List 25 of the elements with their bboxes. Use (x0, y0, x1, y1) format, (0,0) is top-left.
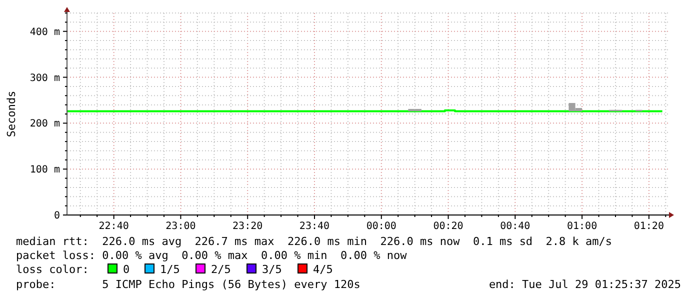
legend-label: 1/5 (160, 263, 180, 276)
x-tick-label: 00:20 (433, 221, 464, 232)
legend-label: 3/5 (262, 263, 282, 276)
text: end: Tue Jul 29 01:25:37 2025 (488, 278, 681, 291)
x-tick-label: 00:40 (500, 221, 530, 232)
x-tick-label: 23:20 (232, 221, 263, 232)
y-tick-label: 200 m (30, 118, 60, 130)
y-axis-title: Seconds (5, 90, 18, 138)
x-tick-label: 01:20 (634, 221, 664, 232)
text: packet loss: 0.00 % avg 0.00 % max 0.00 % min 0.00 % now (16, 249, 408, 262)
x-tick-label: 22:40 (98, 221, 129, 232)
legend-title: loss color: (16, 263, 89, 276)
y-tick-label: 300 m (30, 72, 60, 84)
x-tick-label: 23:40 (299, 221, 330, 232)
legend-label: 2/5 (211, 263, 231, 276)
y-tick-label: 0 (54, 210, 60, 222)
y-tick-label: 100 m (30, 164, 60, 176)
text: median rtt: 226.0 ms avg 226.7 ms max 226.0 ms min 226.0 ms now 0.1 ms sd 2.8 k am/s (16, 235, 612, 248)
x-tick-label: 01:00 (566, 221, 598, 232)
y-tick-label: 400 m (30, 26, 60, 38)
legend-label: 4/5 (313, 263, 333, 276)
text: probe: 5 ICMP Echo Pings (56 Bytes) every 120s (16, 278, 360, 291)
legend-label: 0 (123, 263, 130, 276)
x-tick-label: 23:00 (166, 221, 196, 232)
x-tick-label: 00:00 (366, 221, 396, 232)
